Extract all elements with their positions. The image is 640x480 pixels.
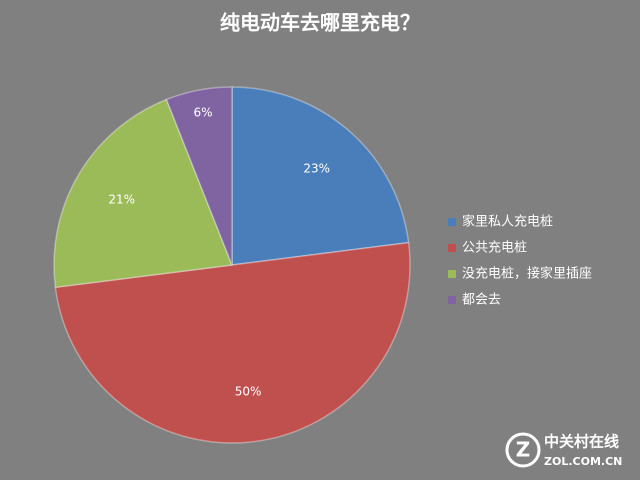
legend-swatch	[448, 218, 456, 226]
data-label: 21%	[108, 192, 135, 206]
legend-label: 都会去	[462, 293, 501, 308]
pie-slice	[53, 98, 234, 289]
legend-label: 没充电桩，接家里插座	[462, 266, 592, 282]
legend-swatch	[448, 296, 456, 304]
data-label: 6%	[193, 105, 212, 119]
legend-label: 家里私人充电桩	[462, 214, 553, 230]
data-label: 23%	[303, 161, 330, 175]
chart-title: 纯电动车去哪里充电？	[220, 11, 420, 35]
pie-slice	[54, 241, 411, 444]
watermark-logo-letter: Z	[516, 438, 531, 462]
watermark-url: ZOL.COM.CN	[544, 455, 622, 468]
pie-slice	[231, 86, 410, 266]
data-label: 50%	[235, 385, 262, 399]
legend-label: 公共充电桩	[462, 240, 527, 256]
watermark-logo	[505, 432, 541, 468]
watermark: Z 中关村在线 ZOL.COM.CN	[505, 432, 622, 468]
legend-swatch	[448, 244, 456, 252]
legend-swatch	[448, 270, 456, 278]
watermark-name: 中关村在线	[544, 433, 619, 451]
pie-slice	[165, 86, 233, 266]
